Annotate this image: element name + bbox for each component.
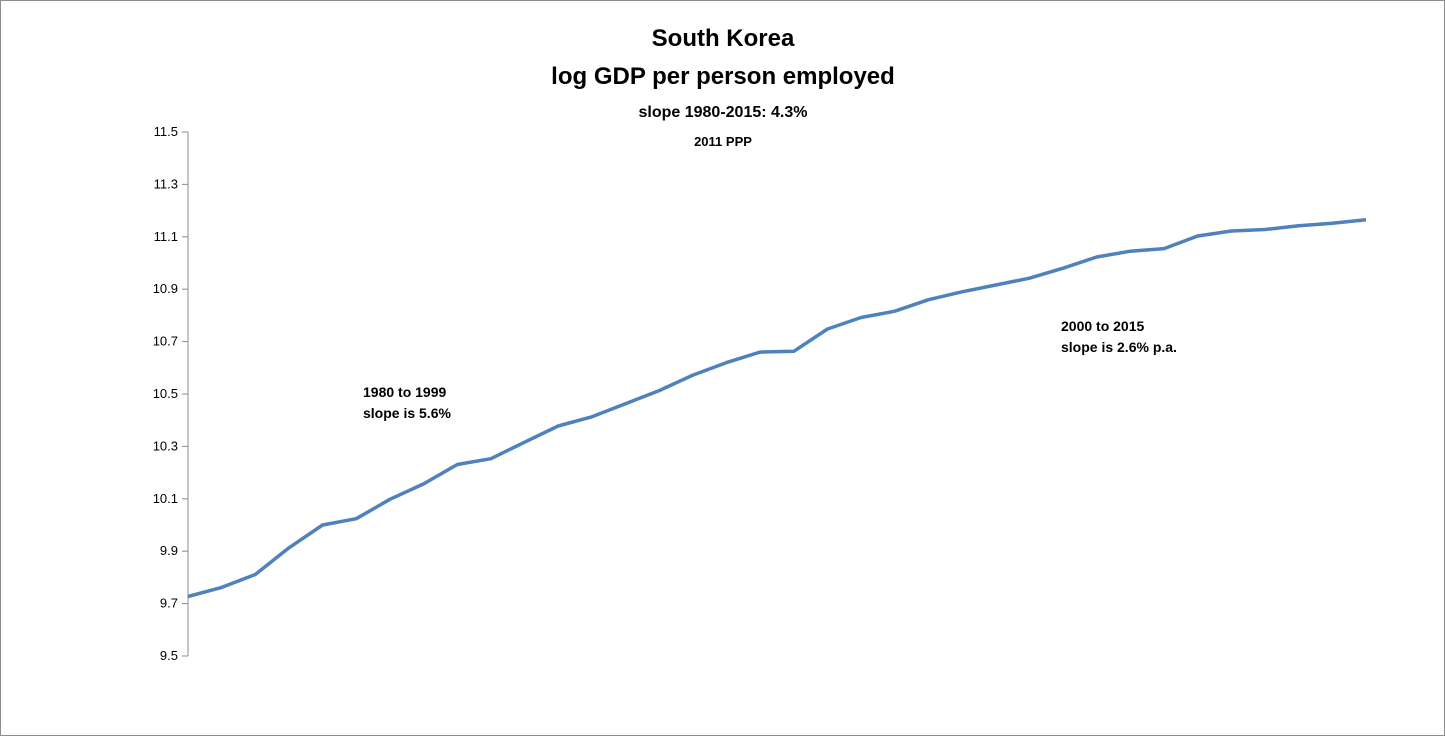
annotation-text: 2000 to 2015 (1061, 318, 1144, 334)
y-axis-ticks: 11.5 11.3 11.1 10.9 10.7 10.5 10.3 10.1 9.9 9.7 9.… (153, 124, 188, 663)
y-tick-label: 9.7 (160, 596, 178, 611)
annotation-text: slope is 2.6% p.a. (1061, 339, 1177, 355)
y-tick-label: 11.5 (154, 124, 178, 139)
annotations: 1980 to 1999 slope is 5.6% 2000 to 2015 slo… (363, 318, 1177, 421)
series-line (187, 218, 1367, 599)
annotation-text: 1980 to 1999 (363, 384, 446, 400)
y-tick-label: 11.1 (154, 229, 178, 244)
chart-slope-note: slope 1980-2015: 4.3% (639, 104, 808, 121)
annotation-text: slope is 5.6% (363, 405, 451, 421)
chart-ppp-note: 2011 PPP (694, 134, 752, 149)
chart-subtitle: log GDP per person employed (551, 63, 895, 90)
y-tick-label: 9.9 (160, 543, 178, 558)
y-tick-label: 9.5 (160, 648, 178, 663)
chart-title: South Korea (652, 25, 795, 52)
y-tick-label: 10.9 (153, 281, 178, 296)
y-tick-label: 10.3 (153, 438, 178, 453)
series-group (187, 218, 1367, 599)
y-tick-label: 10.7 (153, 334, 178, 349)
y-tick-label: 10.5 (153, 386, 178, 401)
y-tick-label: 11.3 (154, 176, 178, 191)
y-tick-label: 10.1 (153, 491, 178, 506)
